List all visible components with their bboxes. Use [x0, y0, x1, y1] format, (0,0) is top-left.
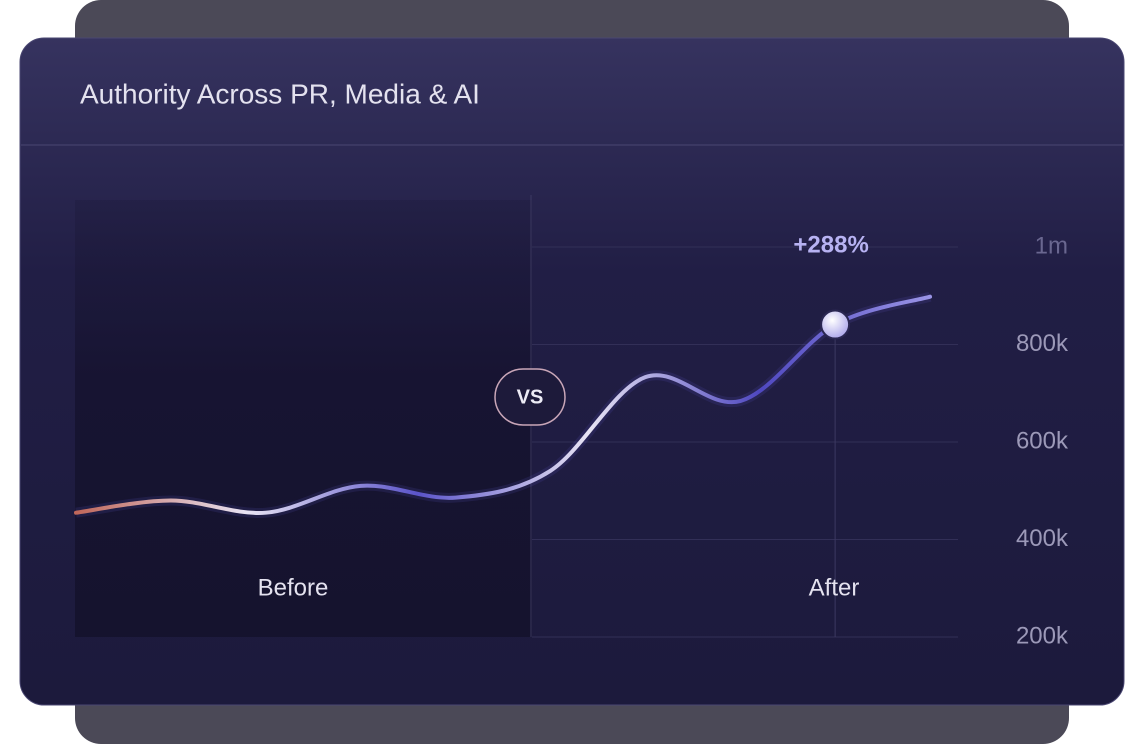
line — [74, 294, 932, 515]
region-label: Before — [258, 574, 329, 601]
vs-badge — [494, 368, 566, 426]
y-tick-label: 600k — [1016, 427, 1069, 454]
y-tick-label: 200k — [1016, 622, 1069, 649]
vs-label: VS — [517, 386, 544, 408]
chart-title: Authority Across PR, Media & AI — [80, 78, 480, 109]
y-tick-label: 1m — [1035, 232, 1068, 259]
annotation: +288% — [793, 231, 868, 258]
y-tick-label: 800k — [1016, 330, 1069, 357]
y-tick-label: 400k — [1016, 525, 1069, 552]
highlight-point — [820, 309, 851, 340]
region-label: After — [809, 574, 860, 601]
before-region — [75, 200, 532, 637]
